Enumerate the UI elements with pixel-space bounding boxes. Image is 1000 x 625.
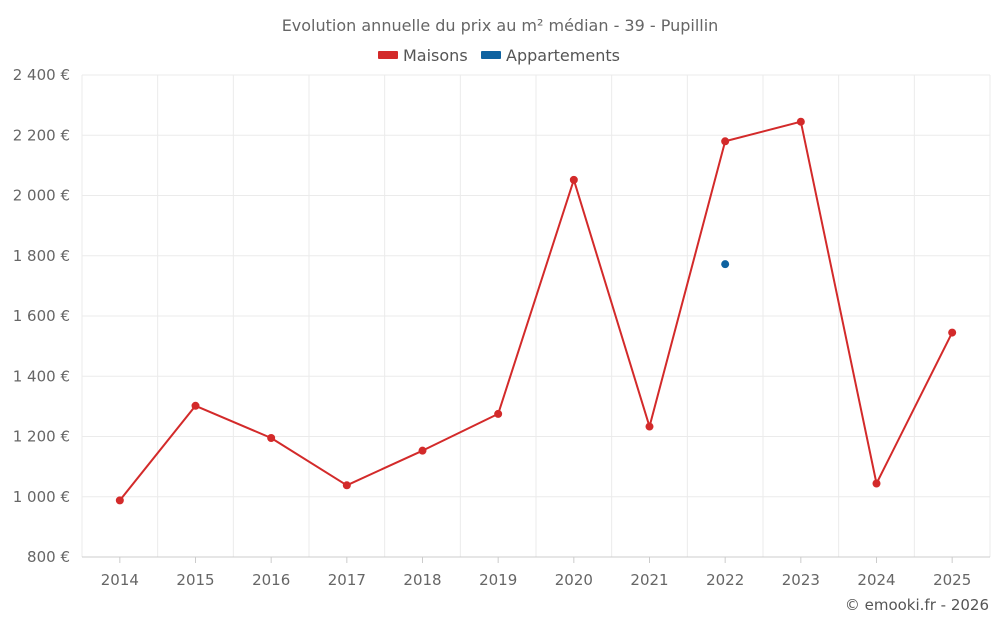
legend-swatch-maisons — [378, 51, 398, 59]
legend-item-appartements[interactable]: Appartements — [481, 46, 620, 65]
y-axis: 800 € 1 000 € 1 200 € 1 400 € 1 600 € 1 800 €… — [13, 66, 70, 566]
x-tick-label: 2019 — [479, 571, 517, 589]
x-tick-label: 2018 — [403, 571, 441, 589]
x-tick-label: 2023 — [782, 571, 820, 589]
x-tick-label: 2017 — [328, 571, 366, 589]
legend-label-maisons: Maisons — [403, 46, 468, 65]
data-point-maisons[interactable] — [342, 481, 351, 490]
y-tick-label: 2 000 € — [13, 187, 70, 205]
y-tick-label: 1 600 € — [13, 307, 70, 325]
data-point-maisons[interactable] — [721, 137, 730, 146]
x-axis: 2014 2015 2016 2017 2018 2019 2020 2021 2022 2023… — [82, 556, 990, 589]
series-appartements — [721, 260, 730, 269]
chart-grid — [81, 74, 991, 557]
x-tick-label: 2025 — [933, 571, 971, 589]
data-point-maisons[interactable] — [569, 175, 578, 184]
data-point-maisons[interactable] — [115, 496, 124, 505]
legend-swatch-appartements — [481, 51, 501, 59]
y-tick-label: 1 200 € — [13, 428, 70, 446]
x-tick-label: 2015 — [176, 571, 214, 589]
x-tick-label: 2014 — [101, 571, 139, 589]
legend-item-maisons[interactable]: Maisons — [378, 46, 468, 65]
data-point-maisons[interactable] — [494, 409, 503, 418]
data-point-appartements[interactable] — [721, 260, 730, 269]
credit-text: © emooki.fr - 2026 — [845, 596, 989, 614]
y-tick-label: 2 200 € — [13, 126, 70, 144]
y-tick-label: 2 400 € — [13, 66, 70, 84]
data-point-maisons[interactable] — [191, 401, 200, 410]
y-tick-label: 1 800 € — [13, 247, 70, 265]
x-tick-label: 2024 — [857, 571, 895, 589]
series-maisons — [115, 117, 957, 505]
series-layer — [115, 117, 957, 505]
data-point-maisons[interactable] — [796, 117, 805, 126]
data-point-maisons[interactable] — [267, 434, 276, 443]
series-line-maisons — [119, 120, 954, 501]
y-tick-label: 800 € — [27, 548, 70, 566]
data-point-maisons[interactable] — [645, 422, 654, 431]
legend-label-appartements: Appartements — [506, 46, 620, 65]
x-tick-label: 2016 — [252, 571, 290, 589]
data-point-maisons[interactable] — [872, 479, 881, 488]
chart-legend: Maisons Appartements — [378, 46, 620, 65]
x-tick-label: 2020 — [555, 571, 593, 589]
x-tick-label: 2021 — [630, 571, 668, 589]
x-tick-label: 2022 — [706, 571, 744, 589]
data-point-maisons[interactable] — [948, 328, 957, 337]
y-tick-label: 1 000 € — [13, 488, 70, 506]
y-tick-label: 1 400 € — [13, 367, 70, 385]
data-point-maisons[interactable] — [418, 446, 427, 455]
chart-title: Evolution annuelle du prix au m² médian … — [282, 16, 719, 35]
